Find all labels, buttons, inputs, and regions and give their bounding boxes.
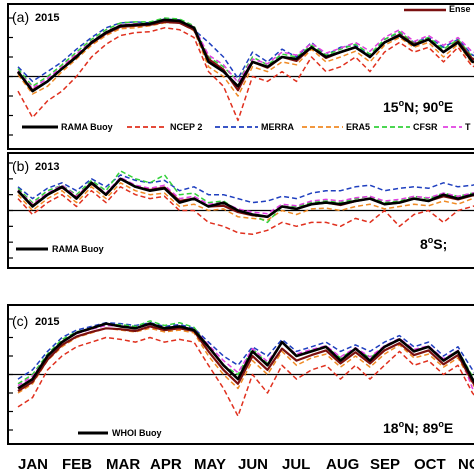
panel-b-label: (b) [12, 158, 29, 174]
panel-a: (a) 2015 15oN; 90oE Ense RAMA Buoy NCEP … [7, 3, 474, 150]
panel-a-series-lines [16, 17, 474, 122]
series-line-rama-buoy-panel-1 [17, 177, 474, 219]
month-label-mar: MAR [106, 456, 140, 473]
series-line-merra-panel-0 [17, 18, 474, 83]
series-line-ncep-2-panel-2 [17, 336, 474, 417]
month-label-aug: AUG [326, 456, 359, 473]
panel-a-location: 15oN; 90oE [383, 98, 453, 115]
legend-label-merra: MERRA [261, 122, 294, 132]
month-label-feb: FEB [62, 456, 92, 473]
month-label-sep: SEP [370, 456, 400, 473]
panel-a-y-ticks [8, 17, 13, 136]
panel-c-legend: WHOI Buoy [78, 428, 162, 438]
panel-c: (c) 2015 18oN; 89oE WHOI Buoy [7, 304, 474, 445]
month-label-oct: OCT [414, 456, 446, 473]
legend-label-era5: ERA5 [346, 122, 370, 132]
legend-label-cfsr: CFSR [413, 122, 438, 132]
series-line-rama-buoy-panel-0 [16, 18, 474, 93]
panel-a-legend: RAMA Buoy NCEP 2 MERRA ERA5 CFSR T [22, 122, 471, 132]
legend-label-rama-buoy-b: RAMA Buoy [52, 244, 104, 254]
panel-c-location: 18oN; 89oE [383, 419, 453, 436]
legend-label-tropflux: T [465, 122, 471, 132]
legend-label-whoi-buoy: WHOI Buoy [112, 428, 162, 438]
series-line-whoi-buoy-panel-2 [17, 322, 474, 390]
panel-b-year: 2013 [35, 161, 59, 173]
series-line-era5-panel-2 [17, 327, 474, 394]
month-label-jun: JUN [238, 456, 268, 473]
month-label-apr: APR [150, 456, 182, 473]
panel-b: (b) 2013 8oS; RAMA Buoy [7, 152, 474, 269]
series-line-t-panel-0 [17, 19, 474, 89]
panel-b-series-lines [17, 170, 474, 236]
series-line-ncep-2-panel-0 [17, 27, 474, 122]
series-line-era5-panel-0 [17, 22, 474, 97]
month-label-jul: JUL [282, 456, 310, 473]
panel-b-legend: RAMA Buoy [16, 244, 104, 254]
series-line-cfsr-panel-0 [17, 17, 474, 88]
series-line-ncep-2-panel-1 [17, 186, 474, 236]
series-line-merra-panel-1 [17, 174, 474, 204]
panel-a-label: (a) [12, 9, 29, 25]
month-label-jan: JAN [18, 456, 48, 473]
month-label-may: MAY [194, 456, 226, 473]
x-axis-month-labels: JAN FEB MAR APR MAY JUN JUL AUG SEP OCT NO [18, 456, 474, 473]
panel-c-series-lines [17, 320, 474, 417]
series-line-merra-panel-2 [17, 321, 474, 380]
panel-c-label: (c) [12, 313, 28, 329]
legend-label-rama-buoy: RAMA Buoy [61, 122, 113, 132]
panel-b-location: 8oS; [420, 235, 447, 252]
month-label-no: NO [458, 456, 474, 473]
legend-label-ncep2: NCEP 2 [170, 122, 202, 132]
ensemble-legend: Ense [404, 4, 471, 14]
series-line-ense-panel-2 [17, 325, 474, 393]
series-line-era5-panel-1 [17, 182, 474, 221]
panel-a-year: 2015 [35, 12, 59, 24]
panel-c-year: 2015 [35, 316, 59, 328]
ensemble-legend-label: Ense [449, 4, 471, 14]
